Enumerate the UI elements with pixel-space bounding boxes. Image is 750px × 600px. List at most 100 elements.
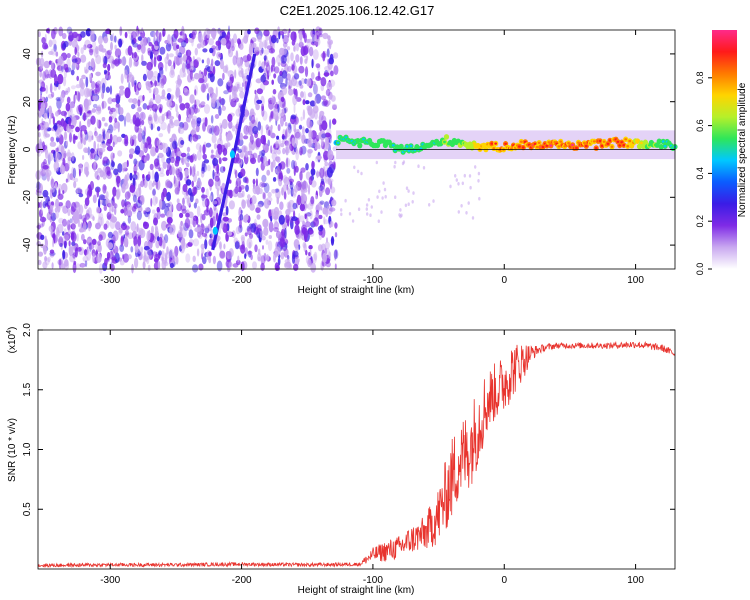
noise-blob [190, 112, 194, 120]
noise-blob [46, 28, 50, 34]
noise-blob [299, 38, 303, 46]
noise-blob [155, 145, 159, 153]
noise-blob [254, 244, 258, 253]
noise-blob [307, 92, 313, 98]
noise-blob [223, 90, 230, 95]
noise-blob [319, 200, 325, 205]
noise-blob [162, 239, 166, 250]
noise-blob [116, 188, 121, 198]
noise-blob [149, 70, 153, 78]
noise-blob [318, 113, 322, 123]
noise-blob [49, 110, 53, 119]
noise-blob [319, 167, 325, 179]
noise-blob [281, 86, 288, 96]
noise-blob [177, 127, 185, 135]
noise-blob [81, 233, 85, 241]
noise-blob [321, 133, 327, 139]
noise-blob [279, 238, 286, 248]
noise-blob [315, 93, 322, 104]
noise-blob [234, 69, 237, 79]
noise-blob [288, 88, 294, 96]
noise-blob [164, 203, 171, 208]
noise-blob [282, 147, 286, 155]
noise-blob [307, 105, 313, 116]
noise-blob [205, 83, 208, 90]
signal-mark [608, 139, 612, 142]
noise-blob [90, 115, 96, 125]
noise-blob [257, 121, 262, 131]
noise-blob [133, 60, 137, 67]
noise-blob [83, 147, 89, 153]
noise-blob [65, 88, 68, 93]
noise-blob [156, 126, 161, 132]
noise-blob [252, 261, 257, 270]
signal-mark [567, 142, 570, 145]
noise-blob [41, 118, 44, 129]
noise-blob [77, 131, 83, 140]
signal-mark [630, 144, 634, 147]
noise-blob [148, 42, 153, 47]
noise-blob [71, 241, 76, 246]
noise-blob [248, 125, 254, 135]
noise-blob [161, 220, 167, 231]
signal-mark [598, 139, 602, 143]
noise-blob [179, 67, 186, 78]
noise-blob [160, 121, 167, 131]
noise-blob [161, 89, 166, 97]
noise-blob [122, 253, 130, 263]
noise-blob [112, 230, 119, 242]
noise-blob [393, 164, 396, 169]
noise-blob [310, 262, 317, 273]
signal-mark [571, 143, 574, 147]
noise-blob [112, 152, 115, 159]
noise-blob [50, 201, 55, 207]
noise-blob [47, 27, 51, 35]
noise-blob [263, 252, 267, 262]
noise-blob [263, 226, 269, 236]
noise-blob [162, 161, 168, 169]
noise-blob [216, 163, 220, 175]
noise-blob [63, 240, 68, 247]
noise-blob [278, 144, 281, 151]
noise-blob [173, 119, 180, 127]
noise-blob [319, 123, 323, 132]
noise-blob [201, 160, 206, 170]
noise-blob [184, 89, 190, 97]
noise-blob [138, 250, 141, 257]
noise-blob [154, 40, 158, 47]
noise-blob [311, 34, 316, 43]
noise-blob [295, 42, 300, 52]
noise-blob [142, 73, 147, 82]
noise-blob [283, 248, 289, 258]
noise-blob [50, 178, 55, 189]
noise-blob [257, 248, 261, 256]
noise-blob [39, 87, 46, 92]
noise-blob [73, 260, 77, 265]
noise-blob [325, 89, 331, 97]
noise-blob [308, 130, 312, 138]
noise-blob [207, 86, 214, 94]
noise-blob [71, 40, 78, 48]
noise-blob [63, 234, 70, 241]
noise-blob [286, 73, 291, 81]
noise-blob [92, 194, 97, 204]
signal-mark [468, 143, 472, 146]
noise-blob [455, 178, 458, 182]
noise-blob [311, 72, 315, 80]
noise-blob [64, 260, 69, 271]
noise-blob [187, 187, 192, 196]
noise-blob [68, 240, 71, 247]
noise-blob [276, 149, 281, 155]
signal-mark [594, 146, 598, 150]
noise-blob [185, 253, 191, 263]
noise-blob [192, 255, 196, 262]
noise-blob [179, 55, 183, 65]
noise-blob [467, 201, 470, 205]
noise-blob [39, 107, 45, 115]
noise-blob [151, 103, 158, 112]
noise-blob [192, 29, 197, 36]
noise-blob [412, 191, 415, 195]
signal-mark [624, 138, 628, 141]
noise-blob [108, 116, 113, 123]
streak-line [211, 53, 257, 251]
